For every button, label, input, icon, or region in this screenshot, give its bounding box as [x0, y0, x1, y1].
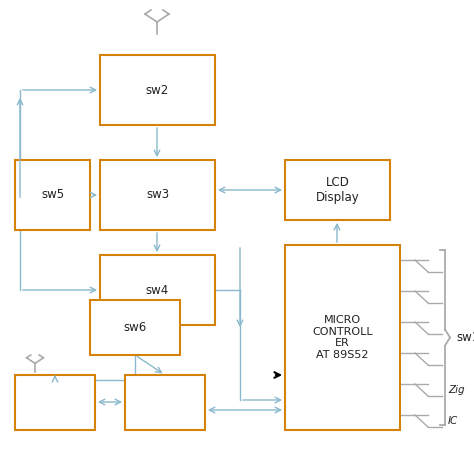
Text: LCD
Display: LCD Display	[316, 176, 359, 204]
FancyBboxPatch shape	[285, 160, 390, 220]
FancyBboxPatch shape	[285, 245, 400, 430]
FancyBboxPatch shape	[100, 255, 215, 325]
Text: sw6: sw6	[123, 321, 146, 334]
FancyBboxPatch shape	[15, 160, 90, 230]
Text: sw5: sw5	[41, 188, 64, 201]
Text: sw1: sw1	[456, 331, 474, 344]
Text: sw4: sw4	[146, 284, 169, 297]
Text: IC: IC	[448, 416, 458, 426]
Text: MICRO
CONTROLL
ER
AT 89S52: MICRO CONTROLL ER AT 89S52	[312, 315, 373, 360]
FancyBboxPatch shape	[100, 160, 215, 230]
FancyBboxPatch shape	[90, 300, 180, 355]
FancyBboxPatch shape	[100, 55, 215, 125]
FancyBboxPatch shape	[15, 375, 95, 430]
Text: sw2: sw2	[146, 83, 169, 97]
Text: Zig: Zig	[448, 385, 465, 395]
FancyBboxPatch shape	[125, 375, 205, 430]
Text: sw3: sw3	[146, 188, 169, 201]
